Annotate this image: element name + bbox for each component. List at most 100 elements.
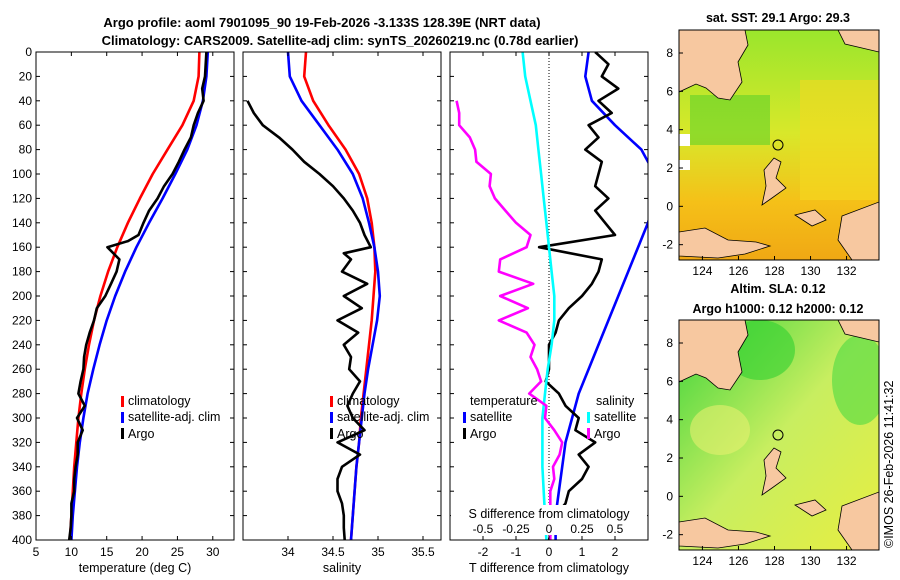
y-tick-label: 100 xyxy=(12,167,32,181)
argo-location-marker-2 xyxy=(772,429,784,441)
sla-low-2 xyxy=(832,335,879,425)
y-axis-ticks-panel-1: 0 20 40 60 80 100 120 140 160 180 200 220 240 260 280 3… xyxy=(12,45,234,547)
map-x-tick-label: 128 xyxy=(764,554,784,568)
map-x-tick-label: 130 xyxy=(801,554,821,568)
y-tick-label: 60 xyxy=(19,118,33,132)
series-temperature-satellite xyxy=(554,52,648,540)
sla-map: Altim. SLA: 0.12 Argo h1000: 0.12 h2000:… xyxy=(662,282,880,568)
legend-swatch-s-satellite xyxy=(587,412,590,423)
y-tick-label: 360 xyxy=(12,484,32,498)
map-y-tick-label: 2 xyxy=(666,161,673,175)
sst-green-patch xyxy=(690,95,770,145)
series-argo xyxy=(246,100,373,540)
x-tick-label: 35.5 xyxy=(411,545,435,559)
x-tick-label: -2 xyxy=(478,545,489,559)
s-diff-tick-label: -0.25 xyxy=(502,522,530,536)
x-tick-label: 25 xyxy=(171,545,185,559)
y-tick-label: 260 xyxy=(12,362,32,376)
title-line-1: Argo profile: aoml 7901095_90 19-Feb-202… xyxy=(103,15,540,30)
legend-label-satellite-adj-2: satellite-adj. clim xyxy=(337,410,429,424)
legend-swatch-s-argo xyxy=(587,428,590,439)
t-difference-x-ticks: -2 -1 0 1 2 xyxy=(478,52,619,559)
argo-location-marker xyxy=(772,139,784,151)
legend-label-climatology-2: climatology xyxy=(337,394,400,408)
x-tick-label: 10 xyxy=(65,545,79,559)
salinity-x-label: salinity xyxy=(323,561,362,575)
sla-map-title-1: Altim. SLA: 0.12 xyxy=(730,282,825,296)
sst-missing-2 xyxy=(679,160,690,170)
y-tick-label: 200 xyxy=(12,289,32,303)
seram-buru-landmass-2 xyxy=(679,517,772,549)
seram-buru-landmass xyxy=(679,227,772,259)
series-temperature-argo xyxy=(537,52,620,540)
map-x-tick-label: 132 xyxy=(837,264,857,278)
misool-landmass xyxy=(794,209,827,227)
salinity-axes-box xyxy=(242,51,442,541)
y-tick-label: 220 xyxy=(12,313,32,327)
map-y-tick-label: 8 xyxy=(666,336,673,350)
sla-map-title-2: Argo h1000: 0.12 h2000: 0.12 xyxy=(693,302,864,316)
sla-high-1 xyxy=(690,405,750,455)
difference-profile-lines xyxy=(455,52,648,540)
s-difference-axis-backdrop xyxy=(451,505,647,535)
legend-label-climatology: climatology xyxy=(128,394,191,408)
legend-header-temperature: temperature xyxy=(470,394,537,408)
x-tick-label: 20 xyxy=(135,545,149,559)
map-y-tick-label: 6 xyxy=(666,84,673,98)
legend-label-satellite-adj: satellite-adj. clim xyxy=(128,410,220,424)
series-climatology xyxy=(68,52,201,540)
y-tick-label: 80 xyxy=(19,143,33,157)
salinity-legend: climatology satellite-adj. clim Argo xyxy=(330,394,429,441)
s-diff-tick-label: 0 xyxy=(546,522,553,536)
series-climatology xyxy=(302,52,377,540)
imos-credit: ©IMOS 26-Feb-2026 11:41:32 xyxy=(882,381,896,548)
sst-map-title: sat. SST: 29.1 Argo: 29.3 xyxy=(706,11,850,25)
series-satellite-adj-clim xyxy=(70,52,210,540)
legend-swatch-satellite-adj xyxy=(121,412,124,423)
sst-missing-1 xyxy=(679,134,690,146)
temperature-panel: 0 20 40 60 80 100 120 140 160 180 200 220 240 260 280 3… xyxy=(12,45,235,575)
map-x-tick-label: 124 xyxy=(692,554,712,568)
y-tick-label: 240 xyxy=(12,338,32,352)
y-tick-label: 380 xyxy=(12,509,32,523)
legend-label-t-satellite: satellite xyxy=(470,410,512,424)
temperature-legend: climatology satellite-adj. clim Argo xyxy=(121,394,220,441)
sst-map-frame xyxy=(678,29,880,261)
sla-map-frame xyxy=(678,319,880,551)
legend-label-t-argo: Argo xyxy=(470,427,496,441)
legend-swatch-climatology-2 xyxy=(330,396,333,407)
map-x-tick-label: 130 xyxy=(801,264,821,278)
map-x-tick-label: 126 xyxy=(728,554,748,568)
y-tick-label: 280 xyxy=(12,387,32,401)
sst-map-ticks: 124 126 128 130 132 8 6 4 2 0 -2 xyxy=(662,46,857,278)
sst-warm-patch xyxy=(800,80,879,200)
misool-landmass-2 xyxy=(794,499,827,517)
y-tick-label: 180 xyxy=(12,265,32,279)
legend-label-s-argo: Argo xyxy=(594,427,620,441)
halmahera-landmass xyxy=(761,157,787,206)
new-guinea-landmass-2 xyxy=(837,491,879,550)
sla-map-ticks: 124 126 128 130 132 8 6 4 2 0 -2 xyxy=(662,336,857,568)
map-x-tick-label: 126 xyxy=(728,264,748,278)
map-y-tick-label: -2 xyxy=(662,528,673,542)
y-tick-label: 300 xyxy=(12,411,32,425)
series-argo xyxy=(67,52,208,540)
y-tick-label: 160 xyxy=(12,240,32,254)
legend-label-s-satellite: satellite xyxy=(594,410,636,424)
series-salinity-argo xyxy=(455,100,564,540)
map-y-tick-label: 2 xyxy=(666,451,673,465)
y-tick-label: 0 xyxy=(25,45,32,59)
y-tick-label: 40 xyxy=(19,94,33,108)
s-diff-tick-label: 0.5 xyxy=(607,522,624,536)
palau-landmass-2 xyxy=(837,320,879,343)
temperature-profile-lines xyxy=(67,52,210,540)
y-tick-label: 140 xyxy=(12,216,32,230)
y-tick-label: 400 xyxy=(12,533,32,547)
halmahera-landmass-2 xyxy=(761,447,787,496)
y-tick-label: 20 xyxy=(19,69,33,83)
title-line-2: Climatology: CARS2009. Satellite-adj cli… xyxy=(102,33,579,48)
map-x-tick-label: 132 xyxy=(837,554,857,568)
legend-swatch-t-satellite xyxy=(463,412,466,423)
t-difference-x-label: T difference from climatology xyxy=(469,561,630,575)
